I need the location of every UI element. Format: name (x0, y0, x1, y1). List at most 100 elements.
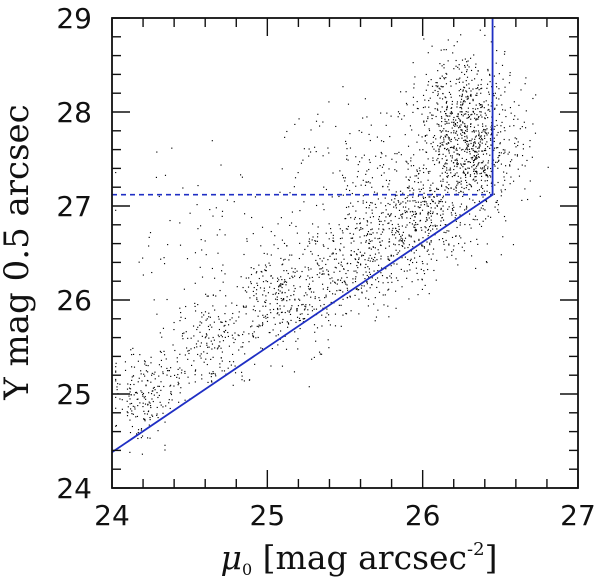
data-point (485, 218, 487, 220)
data-point (371, 177, 374, 179)
data-point (395, 277, 398, 279)
data-point (478, 147, 480, 149)
data-point (420, 268, 422, 270)
data-point (453, 162, 455, 164)
data-point (157, 430, 159, 432)
data-point (311, 239, 313, 241)
data-point (481, 192, 483, 194)
data-point (185, 331, 187, 333)
data-point (287, 322, 289, 324)
data-point (445, 232, 447, 234)
data-point (483, 107, 485, 109)
data-point (437, 90, 439, 93)
data-point (487, 160, 490, 162)
data-point (458, 68, 460, 70)
data-point (327, 286, 329, 289)
data-point (513, 118, 515, 120)
data-point (459, 120, 462, 122)
data-point (129, 432, 132, 434)
data-point (463, 100, 465, 102)
data-point (218, 345, 221, 347)
data-point (380, 140, 383, 142)
data-point (272, 329, 274, 331)
data-point (232, 312, 234, 315)
data-point (252, 309, 254, 311)
data-point (397, 111, 400, 113)
data-point (456, 41, 458, 43)
data-point (313, 308, 315, 310)
data-point (414, 216, 416, 218)
data-point (401, 234, 403, 236)
data-point (205, 293, 207, 295)
data-point (329, 324, 331, 326)
data-point (387, 213, 389, 215)
data-point (466, 147, 468, 150)
data-point (457, 183, 459, 185)
data-point (436, 205, 438, 207)
data-point (481, 87, 483, 89)
data-point (253, 295, 255, 297)
data-point (500, 152, 502, 154)
data-point (451, 146, 453, 148)
data-point (437, 103, 439, 105)
data-point (316, 262, 318, 264)
data-point (394, 169, 396, 171)
data-point (463, 132, 466, 134)
data-point (201, 312, 203, 314)
data-point (464, 160, 466, 162)
data-point (473, 141, 475, 144)
data-point (254, 363, 256, 365)
data-point (173, 321, 175, 324)
data-point (313, 356, 315, 358)
data-point (446, 230, 448, 232)
data-point (462, 100, 465, 102)
data-point (507, 153, 509, 155)
data-point (121, 408, 123, 410)
data-point (411, 210, 413, 213)
data-point (168, 399, 170, 401)
data-point (358, 130, 360, 132)
data-point (388, 183, 390, 185)
data-point (439, 146, 441, 148)
data-point (221, 360, 223, 362)
data-point (140, 370, 142, 372)
data-point (423, 121, 425, 123)
data-point (453, 165, 456, 167)
data-point (232, 361, 235, 363)
data-point (332, 240, 334, 242)
data-point (119, 398, 121, 400)
data-point (426, 218, 428, 220)
data-point (289, 310, 291, 312)
data-point (347, 270, 349, 272)
data-point (197, 340, 199, 342)
data-point (294, 299, 296, 301)
data-point (459, 119, 461, 121)
data-point (365, 201, 368, 203)
data-point (318, 264, 320, 267)
data-point (160, 404, 162, 406)
data-point (455, 130, 458, 132)
data-point (194, 282, 196, 284)
data-point (299, 299, 301, 301)
data-point (363, 218, 365, 220)
data-point (347, 262, 349, 264)
data-point (261, 325, 263, 327)
data-point (464, 163, 466, 165)
data-point (298, 257, 300, 260)
data-point (149, 437, 151, 439)
data-point (484, 131, 486, 133)
data-point (409, 125, 411, 127)
data-point (154, 371, 156, 373)
data-point (334, 282, 337, 284)
data-point (352, 233, 355, 235)
data-point (473, 168, 475, 170)
data-point (276, 302, 278, 305)
data-point (415, 213, 417, 215)
data-point (456, 172, 458, 174)
data-point (430, 189, 432, 191)
data-point (471, 138, 473, 140)
data-point (441, 185, 443, 187)
data-point (465, 158, 468, 161)
data-point (462, 103, 464, 105)
data-point (294, 287, 296, 290)
